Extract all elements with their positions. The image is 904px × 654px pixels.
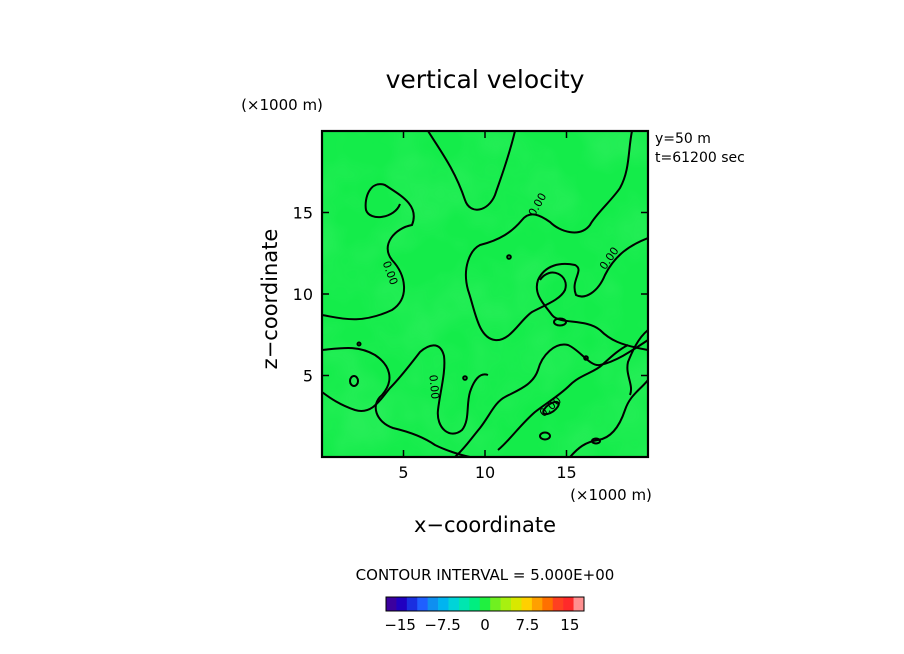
colorbar-swatch (438, 597, 449, 611)
colorbar-swatch (573, 597, 585, 611)
colorbar-swatch (521, 597, 533, 611)
x-axis-label: x−coordinate (414, 513, 556, 537)
colorbar-swatch (406, 597, 418, 611)
colorbar-tick-label: 0 (480, 616, 490, 634)
contour-closed-loop-3 (542, 400, 560, 416)
colorbar-swatch (563, 597, 574, 611)
contour-line-left-upper (322, 183, 415, 321)
contour-closed-loop-1 (553, 317, 567, 327)
contour-closed-loop-5 (591, 437, 601, 445)
x-tick-label: 5 (398, 463, 408, 482)
contour-line-right-top (464, 131, 633, 342)
colorbar-swatch (386, 597, 397, 611)
contour-line-bottom-center (322, 347, 471, 457)
y-axis-unit: (×1000 m) (241, 96, 323, 114)
colorbar-swatch (448, 597, 460, 611)
y-tick-label: 10 (293, 285, 313, 304)
contour-interval-text: CONTOUR INTERVAL = 5.000E+00 (356, 566, 615, 584)
contour-line-lower-left (322, 344, 489, 435)
colorbar-swatch (542, 597, 554, 611)
colorbar-tick-labels: −15 −7.5 0 7.5 15 (384, 616, 579, 634)
y-axis-ticks: 5 10 15 (293, 204, 648, 386)
colorbar-swatch (511, 597, 522, 611)
colorbar (385, 596, 585, 612)
x-tick-label: 15 (556, 463, 576, 482)
zero-contour-lines (322, 131, 648, 457)
y-tick-label: 5 (303, 367, 313, 386)
x-axis-unit: (×1000 m) (570, 486, 652, 504)
colorbar-swatch (469, 597, 481, 611)
contour-label: 0.00 (426, 374, 441, 400)
x-axis-ticks: 5 10 15 (398, 131, 577, 482)
contour-line-right-edge (626, 329, 648, 396)
colorbar-swatch (500, 597, 512, 611)
colorbar-tick-label: 15 (560, 616, 579, 634)
info-line-t: t=61200 sec (655, 150, 745, 166)
colorbar-swatch (427, 597, 439, 611)
chart-title: vertical velocity (386, 65, 585, 94)
contour-closed-loop-4 (539, 431, 551, 441)
contour-line-top-center (427, 131, 516, 211)
contour-closed-loop-2 (349, 375, 359, 387)
contour-line-lower-right (569, 379, 648, 457)
contour-line-mid-band (454, 339, 648, 457)
colorbar-swatch (531, 597, 543, 611)
colorbar-swatch (490, 597, 501, 611)
y-axis-label: z−coordinate (258, 229, 282, 370)
contour-point-2 (462, 375, 468, 381)
y-tick-label: 15 (293, 204, 313, 223)
info-line-y: y=50 m (655, 131, 711, 147)
colorbar-frame (385, 596, 585, 612)
contour-point-4 (356, 341, 362, 347)
contour-line-right-mid (535, 237, 648, 351)
colorbar-tick-label: 7.5 (515, 616, 539, 634)
contour-point-3 (583, 355, 589, 361)
colorbar-swatch (417, 597, 428, 611)
contour-point-1 (506, 254, 512, 260)
contour-line-central-strip (497, 344, 629, 451)
colorbar-swatch (552, 597, 564, 611)
colorbar-tick-label: −15 (384, 616, 416, 634)
plot-area: 0.000.000.000.000.00 (320, 129, 650, 459)
x-tick-label: 10 (475, 463, 495, 482)
colorbar-swatch (396, 597, 408, 611)
colorbar-swatch (458, 597, 470, 611)
colorbar-tick-label: −7.5 (424, 616, 460, 634)
colorbar-swatch (479, 597, 491, 611)
